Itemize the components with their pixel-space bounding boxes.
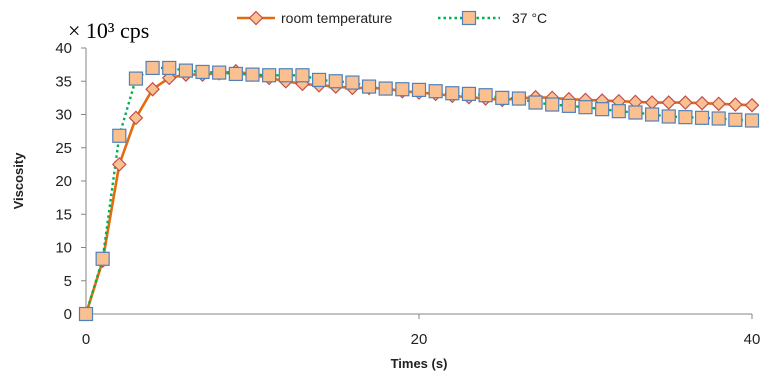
data-point: [295, 68, 310, 83]
data-point: [128, 71, 144, 86]
data-point: [428, 84, 443, 99]
data-point: [278, 68, 293, 83]
y-tick-label: 25: [55, 140, 72, 157]
legend: room temperature 37 °C: [237, 10, 547, 26]
legend-marker: [461, 10, 477, 26]
data-point: [345, 75, 360, 90]
series-markers-37c: [78, 60, 760, 322]
data-point: [228, 66, 243, 82]
x-tick-label: 0: [82, 331, 90, 348]
y-tick-label: 5: [64, 273, 72, 290]
data-point: [595, 102, 610, 117]
data-point: [312, 72, 327, 88]
data-point: [378, 81, 393, 96]
data-point: [661, 109, 676, 124]
legend-label: 37 °C: [512, 10, 547, 26]
legend-label: room temperature: [281, 10, 392, 26]
data-point: [461, 86, 477, 101]
data-point: [128, 110, 144, 126]
data-point: [495, 90, 510, 105]
x-tick-label: 40: [744, 331, 761, 348]
data-point: [728, 112, 743, 127]
data-point: [694, 95, 710, 111]
data-point: [411, 82, 427, 97]
y-tick-labels: 0 5 10 15 20 25 30 35 40: [55, 40, 86, 323]
x-axis-title: Times (s): [391, 356, 448, 371]
unit-label: × 10³ cps: [68, 18, 149, 43]
data-point: [744, 113, 760, 128]
y-tick-label: 35: [55, 73, 72, 90]
data-point: [145, 81, 160, 97]
y-tick-label: 40: [55, 40, 72, 57]
y-tick-label: 0: [64, 306, 72, 323]
y-tick-label: 30: [55, 107, 72, 124]
data-point: [478, 88, 493, 103]
data-point: [678, 95, 693, 110]
series-markers-room-temperature: [78, 63, 760, 322]
data-point: [628, 105, 643, 120]
data-point: [728, 97, 743, 112]
data-point: [545, 97, 560, 112]
data-point: [611, 104, 626, 119]
x-tick-label: 20: [411, 331, 428, 348]
data-point: [644, 95, 660, 110]
data-point: [245, 67, 260, 82]
data-point: [162, 60, 177, 76]
data-point: [112, 128, 127, 143]
y-tick-label: 20: [55, 173, 72, 190]
data-point: [178, 63, 193, 78]
x-tick-labels: 0 20 40: [82, 314, 761, 348]
series-layer: [78, 60, 760, 322]
data-point: [95, 251, 110, 266]
data-point: [212, 65, 227, 80]
legend-marker: [248, 10, 264, 26]
data-point: [195, 64, 210, 80]
data-point: [678, 110, 693, 125]
data-point: [528, 95, 543, 110]
data-point: [262, 68, 277, 83]
y-axis-title: Viscosity: [11, 152, 26, 210]
y-tick-label: 15: [55, 206, 72, 223]
data-point: [711, 111, 726, 126]
data-point: [644, 107, 660, 122]
y-tick-label: 10: [55, 240, 72, 257]
data-point: [328, 74, 343, 89]
data-point: [694, 110, 710, 125]
data-point: [395, 82, 410, 97]
data-point: [578, 100, 593, 115]
data-point: [661, 95, 677, 110]
data-point: [511, 91, 527, 106]
data-point: [744, 97, 760, 113]
data-point: [361, 79, 377, 94]
data-point: [111, 157, 127, 172]
data-point: [445, 86, 460, 101]
data-point: [145, 60, 160, 76]
data-point: [711, 96, 727, 112]
data-point: [78, 306, 94, 322]
data-point: [561, 98, 576, 113]
